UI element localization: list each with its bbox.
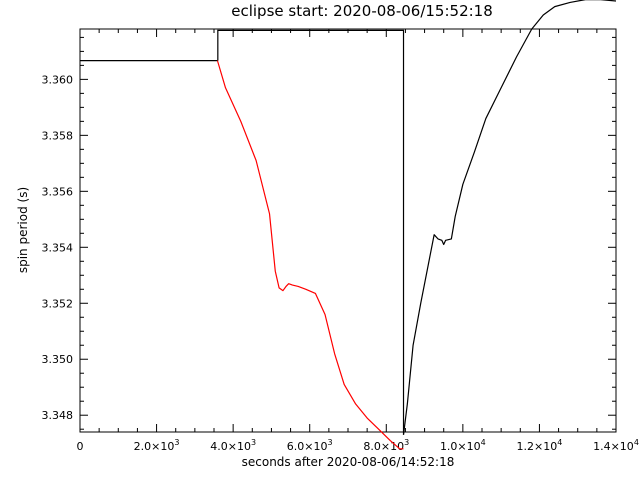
y-axis-ticks: 3.348 3.350 3.352 3.354 3.356 3.358 3.360 <box>42 36 616 430</box>
y-axis-label: spin period (s) <box>16 187 30 273</box>
eclipse-window <box>217 29 405 435</box>
series-lines <box>80 0 617 450</box>
x-tick-label: 6.0×103 <box>287 438 333 453</box>
eclipse-window-outline <box>217 29 405 435</box>
y-tick-label: 3.354 <box>42 241 74 254</box>
x-tick-label: 0 <box>77 440 84 453</box>
y-tick-label: 3.360 <box>42 73 74 86</box>
plot-frame <box>79 28 617 433</box>
y-tick-label: 3.352 <box>42 297 74 310</box>
x-tick-label: 2.0×103 <box>134 438 180 453</box>
y-tick-label: 3.350 <box>42 353 74 366</box>
x-tick-label: 8.0×103 <box>363 438 409 453</box>
chart-title: eclipse start: 2020-08-06/15:52:18 <box>231 2 493 20</box>
x-axis-ticks: 0 2.0×103 4.0×103 6.0×103 8.0×103 1.0×104 1.2×… <box>77 29 639 453</box>
x-tick-label: 1.2×104 <box>517 438 563 453</box>
series-line-2 <box>216 60 404 450</box>
x-tick-label: 1.4×104 <box>593 438 639 453</box>
series-line-3 <box>402 0 617 435</box>
x-axis-label: seconds after 2020-08-06/14:52:18 <box>242 455 455 469</box>
y-tick-label: 3.356 <box>42 185 74 198</box>
x-tick-label: 4.0×103 <box>210 438 256 453</box>
y-tick-label: 3.358 <box>42 129 74 142</box>
x-tick-label: 1.0×104 <box>440 438 486 453</box>
y-tick-label: 3.348 <box>42 409 74 422</box>
